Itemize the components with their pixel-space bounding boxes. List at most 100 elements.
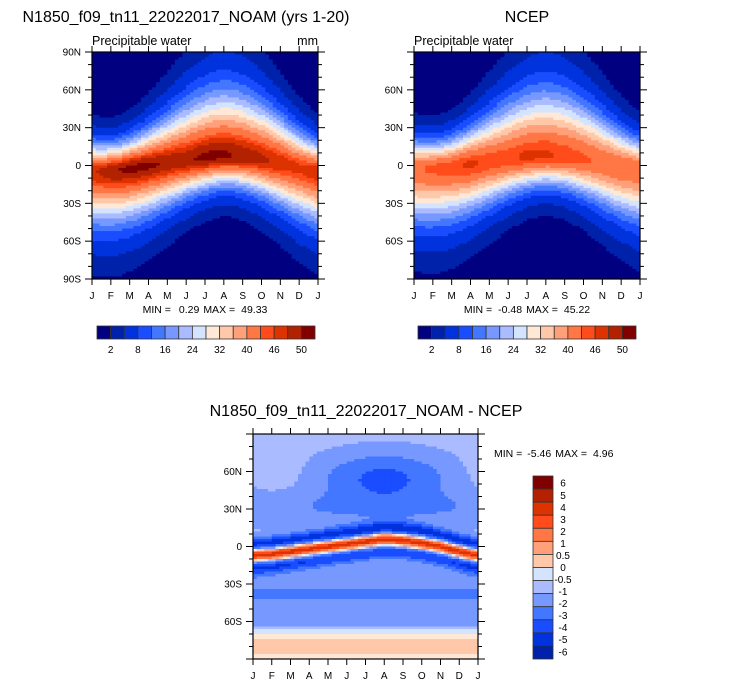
panel-model-cell: [110, 72, 116, 76]
panel-model-cell: [148, 183, 153, 187]
panel-model-cell: [144, 233, 150, 237]
panel-model-cell: [148, 223, 153, 227]
panel-model-cell: [265, 165, 270, 169]
panel-model-cell: [216, 140, 221, 144]
panel-model-cell: [186, 198, 191, 202]
panel-model-cell: [178, 248, 183, 252]
panel-model-cell: [144, 256, 150, 260]
panel-model-cell: [250, 62, 255, 66]
panel-model-cell: [182, 57, 187, 61]
panel-model-cell: [159, 152, 165, 157]
panel-model-cell: [235, 173, 240, 177]
panel-model-cell: [302, 248, 308, 252]
panel-model-cell: [197, 89, 202, 93]
panel-model-cell: [182, 178, 187, 182]
panel-model-cell: [107, 200, 112, 204]
panel-model-cell: [156, 165, 161, 169]
panel-model-cell: [122, 135, 127, 139]
panel-model-cell: [216, 67, 221, 71]
panel-model-cell: [103, 248, 108, 252]
panel-model-cell: [280, 150, 285, 154]
panel-model-cell: [92, 64, 97, 68]
panel-model-cell: [306, 122, 312, 126]
panel-model-cell: [280, 155, 285, 159]
panel-model-cell: [269, 117, 274, 121]
panel-model-cell: [220, 77, 225, 81]
panel-model-cell: [216, 213, 221, 217]
panel-model-cell: [223, 155, 229, 159]
panel-model-cell: [235, 200, 240, 204]
panel-model-cell: [189, 200, 195, 204]
panel-model-cell: [118, 162, 123, 167]
panel-model-cell: [140, 218, 146, 222]
panel-model-cell: [110, 152, 116, 157]
panel-model-cell: [208, 168, 214, 172]
panel-model-cell: [302, 145, 308, 149]
panel-model-cell: [235, 74, 240, 78]
panel-model-cell: [140, 190, 146, 194]
panel-model-cell: [253, 82, 259, 86]
panel-model-cell: [114, 67, 119, 71]
panel-model-cell: [269, 87, 274, 91]
panel-model-cell: [216, 122, 221, 126]
panel-model-cell: [302, 200, 308, 204]
panel-model-cell: [287, 231, 293, 235]
panel-model-cell: [299, 253, 304, 257]
panel-model-cell: [246, 84, 251, 88]
panel-model-cell: [257, 173, 263, 177]
panel-model-cell: [302, 147, 308, 151]
panel-model-cell: [220, 62, 225, 66]
panel-model-cell: [306, 140, 312, 144]
panel-model-cell: [250, 57, 255, 61]
panel-model-cell: [238, 258, 244, 262]
panel-model-cell: [284, 175, 289, 179]
panel-model-cell: [299, 238, 304, 242]
panel-model-cell: [125, 218, 131, 222]
panel-model-cell: [223, 195, 229, 199]
panel-model-cell: [189, 198, 195, 202]
panel-model-cell: [152, 125, 157, 129]
panel-model-cell: [276, 102, 281, 106]
panel-model-cell: [212, 79, 217, 83]
panel-model-cell: [287, 203, 293, 207]
panel-model-cell: [156, 185, 161, 189]
panel-model-cell: [156, 253, 161, 257]
panel-model-cell: [114, 150, 119, 154]
panel-model-cell: [118, 84, 123, 88]
panel-model-cell: [152, 228, 157, 232]
panel-model-cell: [302, 210, 308, 215]
panel-model-cell: [171, 135, 176, 139]
panel-model-cell: [186, 205, 191, 209]
panel-model-cell: [148, 102, 153, 106]
panel-model-cell: [265, 198, 270, 202]
panel-model-cell: [299, 198, 304, 202]
panel-model-cell: [129, 213, 135, 217]
panel-model-cell: [122, 64, 127, 68]
panel-model-cell: [137, 170, 142, 174]
panel-model-cell: [306, 120, 312, 124]
panel-model-cell: [238, 69, 244, 73]
panel-model-cell: [284, 110, 289, 114]
panel-model-cell: [205, 195, 210, 199]
panel-model-cell: [299, 226, 304, 230]
panel-model-cell: [276, 72, 281, 76]
panel-model-cell: [242, 231, 248, 235]
panel-model-cell: [212, 248, 217, 252]
panel-model-cell: [272, 140, 278, 144]
panel-model-cell: [125, 243, 131, 247]
panel-model-cell: [212, 112, 217, 116]
panel-model-cell: [287, 59, 293, 63]
panel-model-cell: [257, 258, 263, 262]
panel-model-cell: [137, 165, 142, 169]
panel-model-cell: [246, 74, 251, 78]
panel-model-cell: [231, 188, 236, 192]
panel-model-cell: [144, 173, 150, 177]
panel-model-cell: [265, 241, 270, 245]
panel-model-cell: [125, 155, 131, 159]
panel-model-cell: [302, 72, 308, 76]
panel-model-cell: [227, 54, 232, 58]
panel-model-cell: [212, 185, 217, 189]
panel-model-cell: [92, 170, 97, 174]
panel-model-cell: [287, 102, 293, 106]
panel-model-cell: [189, 107, 195, 111]
